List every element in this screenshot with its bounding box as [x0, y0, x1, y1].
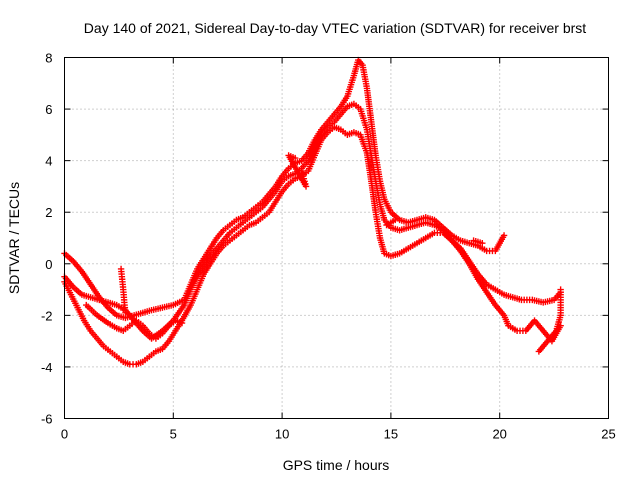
x-tick-label: 20 [492, 427, 506, 442]
y-tick-label: -6 [41, 412, 53, 427]
data-point [392, 216, 399, 224]
y-tick-label: 0 [45, 257, 52, 272]
data-point [557, 286, 564, 293]
x-tick-label: 5 [170, 427, 177, 442]
series-track-d [83, 152, 564, 355]
data-marks [61, 56, 564, 368]
x-tick-label: 15 [384, 427, 398, 442]
y-tick-label: 2 [45, 205, 52, 220]
y-tick-label: 4 [45, 154, 52, 169]
y-tick-label: 6 [45, 102, 52, 117]
y-axis-label: SDTVAR / TECUs [6, 182, 22, 294]
y-tick-label: -4 [41, 360, 53, 375]
axis-ticks: 0 5 10 15 20 25 -6 -4 -2 0 2 4 6 8 [41, 51, 616, 442]
x-tick-label: 0 [61, 427, 68, 442]
chart-title: Day 140 of 2021, Sidereal Day-to-day VTE… [84, 20, 586, 36]
data-point [500, 232, 508, 239]
series-track-b [61, 100, 564, 342]
data-point [178, 319, 186, 327]
data-point [479, 239, 486, 247]
x-tick-label: 25 [601, 427, 615, 442]
plot-frame [64, 57, 609, 419]
data-point [291, 154, 299, 162]
y-tick-label: -2 [41, 308, 53, 323]
y-tick-label: 8 [45, 51, 52, 66]
x-axis-label: GPS time / hours [283, 457, 390, 473]
x-tick-label: 10 [275, 427, 289, 442]
data-point [122, 309, 129, 316]
